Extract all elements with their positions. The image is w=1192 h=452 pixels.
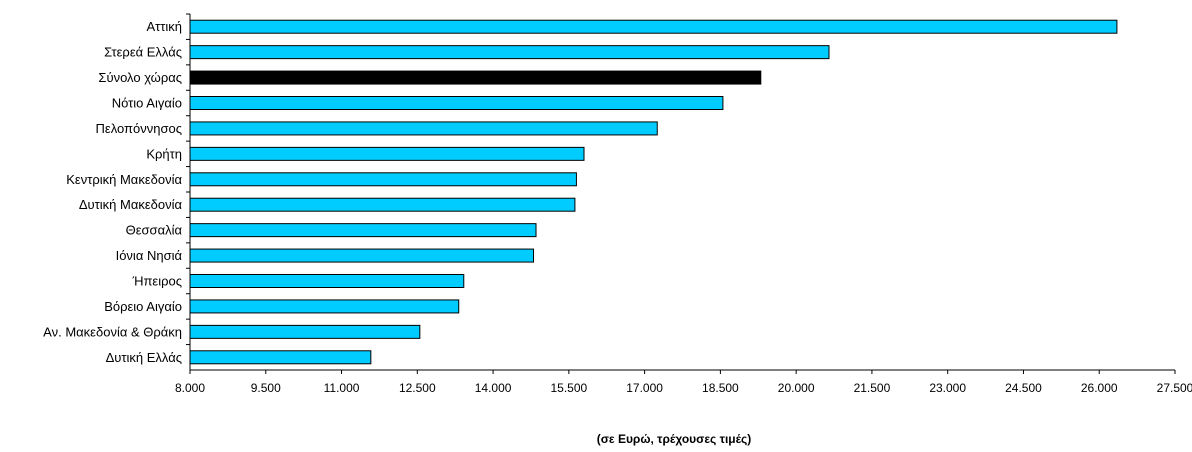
x-tick-label-10: 23.000 (929, 381, 966, 395)
x-tick-label-13: 27.500 (1157, 381, 1192, 395)
x-axis-label: (σε Ευρώ, τρέχουσες τιμές) (597, 432, 752, 446)
x-tick-label-9: 21.500 (854, 381, 891, 395)
x-tick-label-4: 14.000 (475, 381, 512, 395)
x-tick-labels: 8.000 9.500 11.000 12.500 14.000 15.500 17.000… (175, 381, 1192, 395)
bar-9 (189, 248, 534, 263)
x-tick-label-5: 15.500 (550, 381, 587, 395)
bar-7 (189, 197, 576, 212)
category-label-3: Νότιο Αιγαίο (112, 96, 182, 111)
x-tick-label-2: 11.000 (324, 381, 360, 395)
bar-5 (189, 146, 585, 161)
x-tick-label-1: 9.500 (251, 381, 281, 395)
category-label-10: Ήπειρος (132, 274, 182, 289)
x-tick-label-3: 12.500 (399, 381, 436, 395)
category-label-4: Πελοπόννησος (96, 121, 182, 136)
category-label-8: Θεσσαλία (126, 223, 183, 238)
x-tick-label-7: 18.500 (702, 381, 739, 395)
bar-0 (189, 19, 1118, 34)
category-label-11: Βόρειο Αιγαίο (104, 299, 182, 314)
category-label-12: Αν. Μακεδονία & Θράκη (43, 324, 182, 339)
category-label-13: Δυτική Ελλάς (106, 350, 182, 365)
axes-group (186, 13, 1176, 374)
category-label-7: Δυτική Μακεδονία (79, 197, 183, 212)
category-label-9: Ιόνια Νησιά (116, 248, 183, 263)
bar-13 (189, 350, 372, 365)
bar-6 (189, 172, 577, 187)
category-label-1: Στερεά Ελλάς (104, 45, 182, 60)
x-tick-label-11: 24.500 (1005, 381, 1042, 395)
category-label-2: Σύνολο χώρας (98, 70, 182, 85)
category-label-5: Κρήτη (146, 146, 182, 161)
x-tick-label-0: 8.000 (175, 381, 205, 395)
category-label-6: Κεντρική Μακεδονία (66, 172, 182, 187)
bar-2 (189, 70, 762, 85)
bar-11 (189, 299, 460, 314)
category-label-0: Αττική (146, 19, 182, 34)
x-tick-label-8: 20.000 (778, 381, 815, 395)
x-tick-label-12: 26.000 (1081, 381, 1118, 395)
category-labels: Αττική Στερεά Ελλάς Σύνολο χώρας Νότιο Αιγα… (43, 19, 182, 365)
bar-4 (189, 121, 658, 136)
x-tick-label-6: 17.000 (626, 381, 663, 395)
bar-3 (189, 96, 724, 110)
bar-1 (189, 45, 830, 60)
bar-10 (189, 274, 465, 288)
bar-8 (189, 223, 537, 238)
bar-12 (189, 324, 421, 339)
bars-group (189, 19, 1118, 365)
